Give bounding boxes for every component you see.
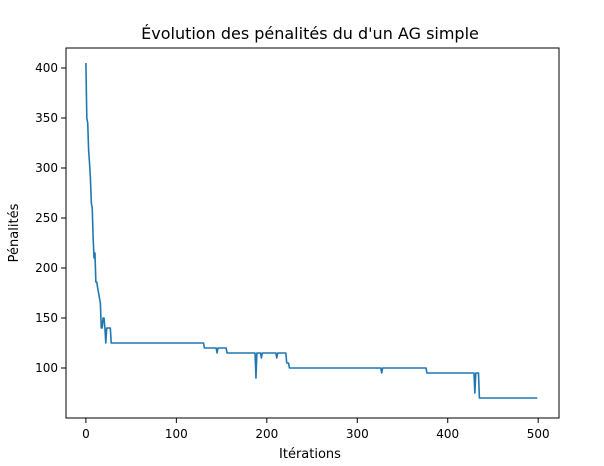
y-axis-ticks: 100 150 200 250 300 350 400 (35, 61, 66, 375)
chart-title: Évolution des pénalités du d'un AG simpl… (141, 24, 479, 43)
series-layer (85, 62, 538, 399)
y-tick-label: 350 (35, 111, 58, 125)
x-tick-label: 400 (436, 427, 459, 441)
x-tick-label: 200 (255, 427, 278, 441)
x-axis-label: Itérations (279, 447, 341, 462)
x-tick-label: 0 (82, 427, 90, 441)
series-line (85, 62, 538, 399)
x-axis-ticks: 0 100 200 300 400 500 (82, 418, 550, 441)
y-tick-label: 150 (35, 311, 58, 325)
x-tick-label: 300 (346, 427, 369, 441)
y-tick-label: 400 (35, 61, 58, 75)
y-axis-label: Pénalités (7, 203, 22, 262)
y-tick-label: 300 (35, 161, 58, 175)
x-tick-label: 500 (527, 427, 550, 441)
y-tick-label: 250 (35, 211, 58, 225)
y-tick-label: 100 (35, 361, 58, 375)
plot-area (65, 47, 560, 419)
y-tick-label: 200 (35, 261, 58, 275)
x-tick-label: 100 (165, 427, 188, 441)
